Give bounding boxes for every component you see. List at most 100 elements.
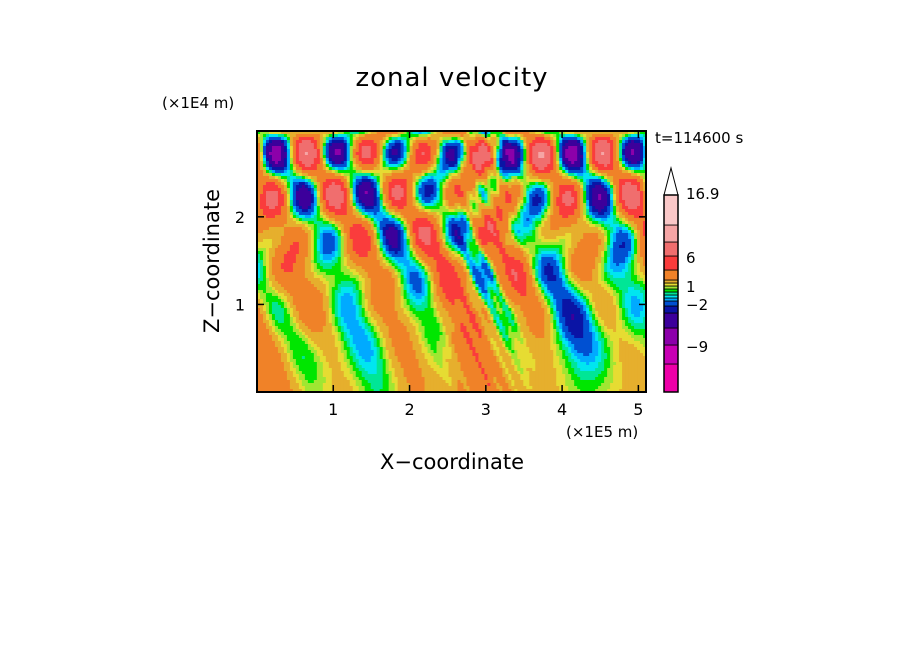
heatmap-cell: [406, 224, 411, 228]
heatmap-cell: [382, 164, 387, 168]
heatmap-cell: [592, 143, 596, 147]
heatmap-cell: [370, 191, 375, 195]
heatmap-cell: [433, 140, 438, 144]
heatmap-cell: [307, 146, 312, 150]
heatmap-cell: [469, 173, 474, 177]
heatmap-cell: [631, 167, 635, 171]
heatmap-cell: [319, 224, 324, 228]
heatmap-cell: [412, 149, 417, 153]
heatmap-cell: [538, 179, 542, 183]
heatmap-cell: [307, 131, 312, 135]
heatmap-cell: [388, 149, 393, 153]
heatmap-cell: [334, 215, 339, 219]
heatmap-cell: [262, 140, 267, 144]
heatmap-cell: [511, 149, 515, 153]
heatmap-cell: [538, 155, 542, 159]
heatmap-cell: [340, 182, 345, 186]
heatmap-cell: [490, 200, 494, 204]
heatmap-cell: [289, 221, 294, 225]
heatmap-cell: [619, 221, 623, 225]
heatmap-cell: [583, 170, 587, 174]
heatmap-cell: [307, 170, 312, 174]
heatmap-cell: [328, 185, 333, 189]
heatmap-cell: [316, 149, 321, 153]
heatmap-cell: [490, 131, 494, 135]
heatmap-cell: [406, 221, 411, 225]
heatmap-cell: [538, 203, 542, 207]
heatmap-cell: [529, 176, 533, 180]
heatmap-cell: [538, 221, 542, 225]
heatmap-cell: [520, 170, 524, 174]
heatmap-cell: [556, 149, 560, 153]
heatmap-cell: [358, 194, 363, 198]
heatmap-cell: [487, 221, 491, 225]
heatmap-cell: [445, 182, 450, 186]
heatmap-cell: [412, 134, 417, 138]
heatmap-cell: [556, 152, 560, 156]
heatmap-cell: [601, 149, 605, 153]
heatmap-cell: [565, 206, 569, 210]
heatmap-cell: [328, 164, 333, 168]
heatmap-cell: [547, 185, 551, 189]
heatmap-cell: [523, 161, 527, 165]
heatmap-cell: [388, 209, 393, 213]
heatmap-cell: [427, 146, 432, 150]
heatmap-cell: [364, 167, 369, 171]
heatmap-cell: [628, 146, 632, 150]
heatmap-cell: [268, 200, 273, 204]
heatmap-cell: [313, 203, 318, 207]
heatmap-cell: [424, 137, 429, 141]
heatmap-cell: [328, 203, 333, 207]
heatmap-cell: [592, 149, 596, 153]
heatmap-cell: [502, 146, 506, 150]
heatmap-cell: [442, 197, 447, 201]
heatmap-cell: [541, 212, 545, 216]
heatmap-cell: [481, 194, 486, 198]
heatmap-cell: [535, 158, 539, 162]
heatmap-cell: [562, 170, 566, 174]
heatmap-cell: [310, 155, 315, 159]
heatmap-cell: [298, 152, 303, 156]
heatmap-cell: [499, 167, 503, 171]
heatmap-cell: [508, 185, 512, 189]
heatmap-cell: [490, 212, 494, 216]
heatmap-cell: [472, 206, 477, 210]
heatmap-cell: [442, 200, 447, 204]
heatmap-cell: [544, 164, 548, 168]
heatmap-cell: [403, 164, 408, 168]
heatmap-cell: [352, 188, 357, 192]
heatmap-cell: [628, 173, 632, 177]
heatmap-cell: [439, 215, 444, 219]
heatmap-cell: [397, 200, 402, 204]
heatmap-cell: [319, 227, 324, 231]
heatmap-cell: [391, 206, 396, 210]
heatmap-cell: [499, 185, 503, 189]
heatmap-cell: [415, 203, 420, 207]
heatmap-cell: [508, 218, 512, 222]
heatmap-cell: [397, 170, 402, 174]
heatmap-cell: [367, 179, 372, 183]
heatmap-cell: [385, 164, 390, 168]
heatmap-cell: [487, 197, 491, 201]
heatmap-cell: [574, 191, 578, 195]
heatmap-cell: [454, 137, 459, 141]
heatmap-cell: [526, 209, 530, 213]
heatmap-cell: [532, 194, 536, 198]
heatmap-cell: [271, 143, 276, 147]
heatmap-cell: [415, 134, 420, 138]
heatmap-cell: [550, 140, 554, 144]
heatmap-cell: [460, 209, 465, 213]
heatmap-cell: [322, 140, 327, 144]
heatmap-cell: [412, 176, 417, 180]
heatmap-cell: [298, 194, 303, 198]
heatmap-cell: [634, 200, 638, 204]
heatmap-cell: [469, 161, 474, 165]
heatmap-cell: [496, 140, 500, 144]
heatmap-cell: [475, 140, 480, 144]
heatmap-cell: [403, 209, 408, 213]
heatmap-cell: [259, 131, 264, 135]
heatmap-cell: [385, 182, 390, 186]
heatmap-cell: [553, 155, 557, 159]
heatmap-cell: [262, 176, 267, 180]
heatmap-cell: [583, 137, 587, 141]
